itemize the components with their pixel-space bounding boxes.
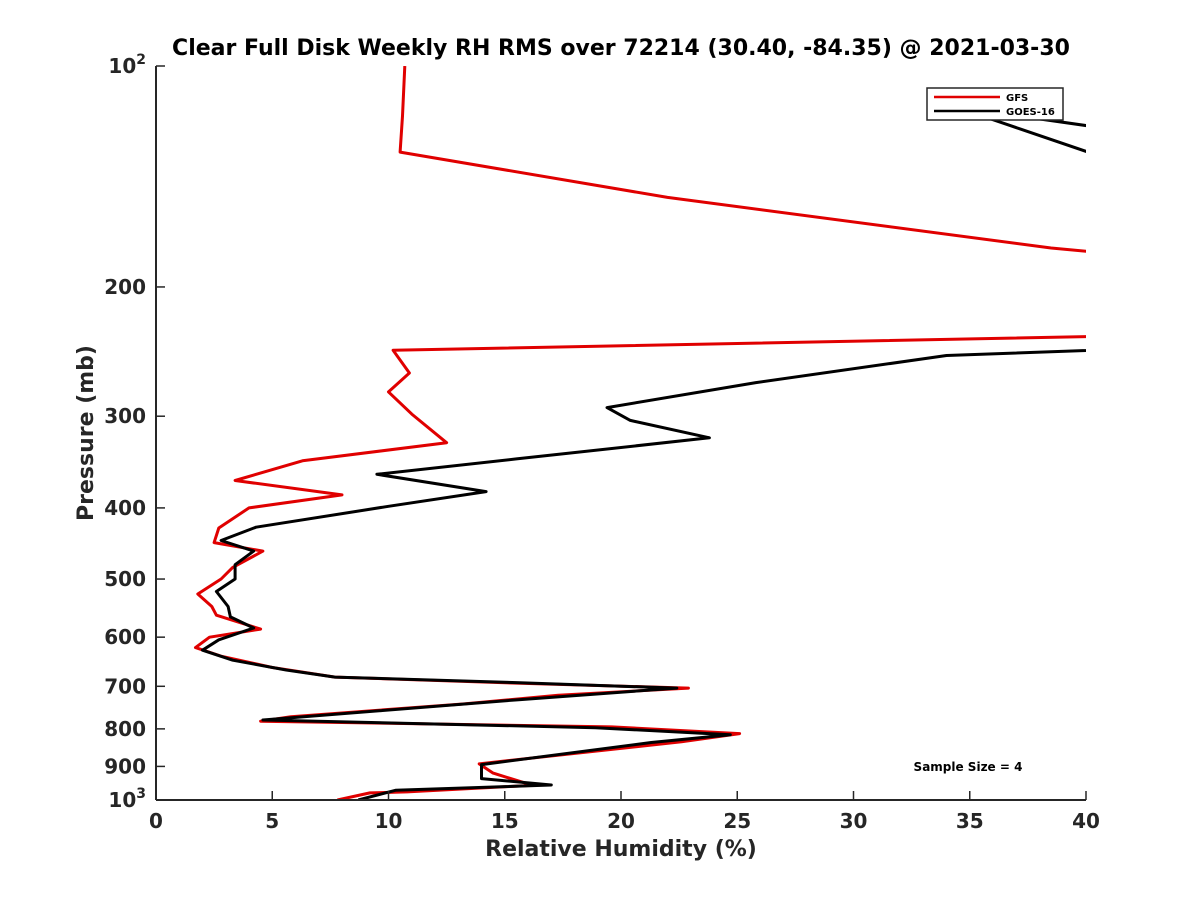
x-ticks: 0 5 10 15 20 25 30 35 40 — [149, 791, 1100, 833]
y-tick-label: 300 — [104, 404, 146, 428]
y-axis-label: Pressure (mb) — [74, 345, 99, 521]
x-tick-label: 0 — [149, 809, 163, 833]
y-tick-label: 102 — [108, 52, 146, 78]
series-line-goes-16 — [201, 106, 1086, 800]
y-tick-label: 800 — [104, 717, 146, 741]
chart-title: Clear Full Disk Weekly RH RMS over 72214… — [172, 36, 1070, 61]
y-tick-label: 600 — [104, 625, 146, 649]
x-tick-label: 10 — [375, 809, 403, 833]
legend-box — [926, 87, 1064, 121]
x-tick-label: 35 — [956, 809, 984, 833]
x-tick-label: 25 — [723, 809, 751, 833]
y-tick-label: 700 — [104, 674, 146, 698]
y-tick-label: 900 — [104, 754, 146, 778]
series-line-gfs — [194, 66, 1086, 800]
legend-label-gfs: GFS — [1006, 93, 1028, 104]
x-tick-label: 5 — [265, 809, 279, 833]
x-tick-label: 30 — [840, 809, 868, 833]
x-tick-label: 20 — [607, 809, 635, 833]
y-tick-label: 400 — [104, 496, 146, 520]
legend-label-goes-16: GOES-16 — [1006, 107, 1055, 118]
y-tick-label: 200 — [104, 275, 146, 299]
y-tick-label: 103 — [108, 786, 146, 812]
x-tick-label: 15 — [491, 809, 519, 833]
series-layer — [194, 66, 1086, 800]
sample-size-annotation: Sample Size = 4 — [914, 760, 1023, 774]
y-ticks: 102 200 300 400 500 600 700 800 900 103 — [104, 52, 165, 812]
y-tick-label: 500 — [104, 567, 146, 591]
x-axis-label: Relative Humidity (%) — [485, 837, 757, 862]
axes-layer — [155, 66, 1086, 801]
x-tick-label: 40 — [1072, 809, 1100, 833]
legend: GFS GOES-16 — [926, 87, 1064, 121]
